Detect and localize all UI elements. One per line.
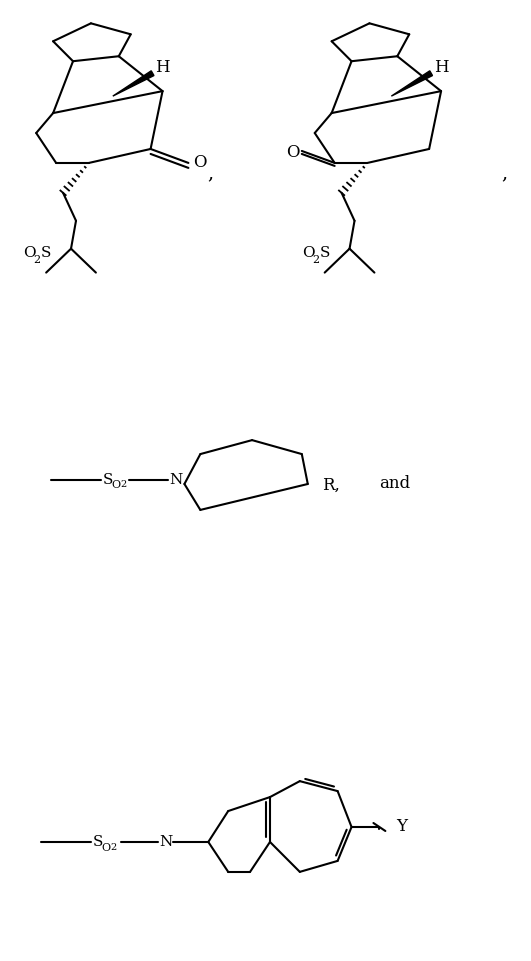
Text: S: S [93,835,104,849]
Polygon shape [391,71,432,96]
Text: ,: , [502,164,508,182]
Text: H: H [155,59,170,76]
Text: O: O [286,144,299,161]
Polygon shape [113,71,154,96]
Text: 2: 2 [111,844,117,852]
Text: and: and [379,476,410,492]
Text: 2: 2 [121,480,127,489]
Text: O: O [194,155,207,171]
Text: S: S [320,246,330,259]
Text: H: H [434,59,448,76]
Text: S: S [41,246,52,259]
Text: 2: 2 [33,255,40,264]
Text: O: O [23,246,36,259]
Text: O: O [112,480,121,490]
Text: O: O [102,843,111,853]
Text: 2: 2 [312,255,319,264]
Text: N: N [169,473,183,487]
Text: N: N [159,835,173,849]
Text: ,: , [207,164,213,182]
Text: S: S [103,473,113,487]
Text: R,: R, [322,477,340,494]
Text: Y: Y [396,819,407,835]
Text: O: O [302,246,314,259]
